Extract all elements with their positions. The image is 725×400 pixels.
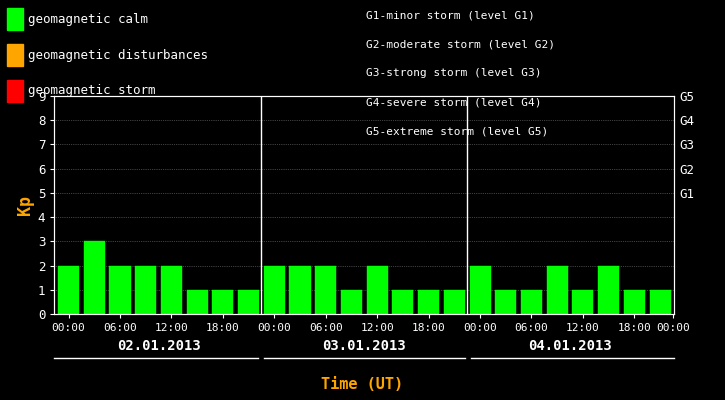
Bar: [58, 266, 79, 314]
Text: G1-minor storm (level G1): G1-minor storm (level G1): [366, 10, 535, 20]
Bar: [135, 266, 156, 314]
Text: G4-severe storm (level G4): G4-severe storm (level G4): [366, 98, 542, 108]
Bar: [598, 266, 619, 314]
Text: 03.01.2013: 03.01.2013: [323, 339, 406, 353]
Bar: [547, 266, 568, 314]
Bar: [650, 290, 671, 314]
Bar: [418, 290, 439, 314]
Text: Time (UT): Time (UT): [321, 377, 404, 392]
Bar: [573, 290, 594, 314]
Text: G2-moderate storm (level G2): G2-moderate storm (level G2): [366, 39, 555, 49]
Text: geomagnetic calm: geomagnetic calm: [28, 12, 148, 26]
Bar: [289, 266, 310, 314]
Bar: [444, 290, 465, 314]
Bar: [264, 266, 285, 314]
Bar: [495, 290, 516, 314]
Bar: [470, 266, 491, 314]
Text: G3-strong storm (level G3): G3-strong storm (level G3): [366, 68, 542, 78]
Bar: [624, 290, 645, 314]
Y-axis label: Kp: Kp: [16, 195, 33, 215]
Text: 02.01.2013: 02.01.2013: [117, 339, 200, 353]
Bar: [521, 290, 542, 314]
Bar: [212, 290, 233, 314]
Text: 04.01.2013: 04.01.2013: [529, 339, 612, 353]
Bar: [186, 290, 207, 314]
Bar: [341, 290, 362, 314]
Text: geomagnetic disturbances: geomagnetic disturbances: [28, 48, 207, 62]
Bar: [161, 266, 182, 314]
Bar: [367, 266, 388, 314]
Bar: [392, 290, 413, 314]
Bar: [83, 241, 105, 314]
Text: geomagnetic storm: geomagnetic storm: [28, 84, 155, 98]
Bar: [109, 266, 130, 314]
Text: G5-extreme storm (level G5): G5-extreme storm (level G5): [366, 127, 548, 137]
Bar: [315, 266, 336, 314]
Bar: [238, 290, 259, 314]
